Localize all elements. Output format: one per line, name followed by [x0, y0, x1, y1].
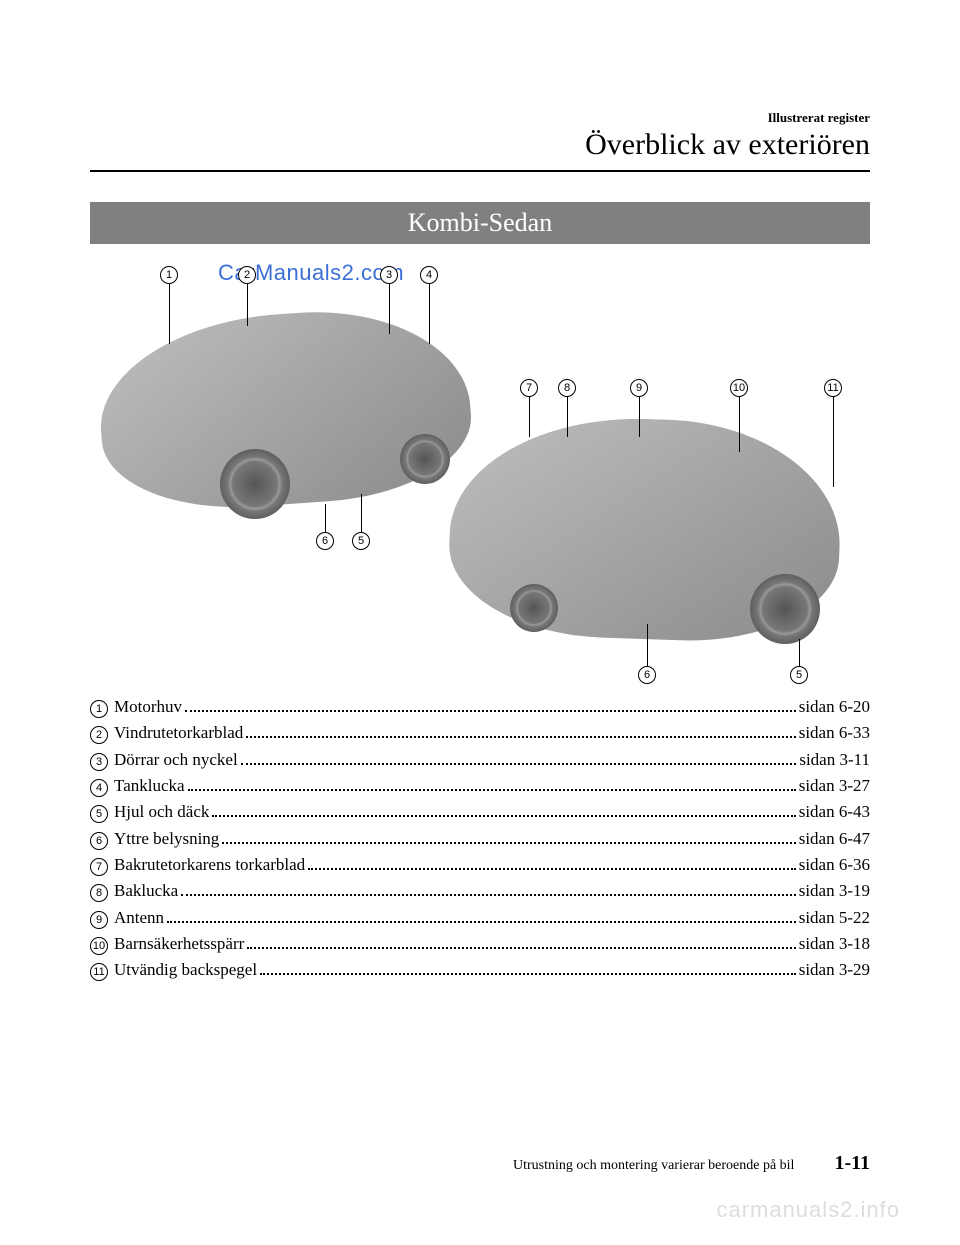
section-banner: Kombi-Sedan [90, 202, 870, 244]
site-watermark: carmanuals2.info [716, 1197, 900, 1223]
toc-dots [308, 868, 796, 870]
toc-item-page: sidan 6-36 [799, 852, 870, 878]
toc-item-label: Antenn [114, 905, 164, 931]
toc-item-page: sidan 3-18 [799, 931, 870, 957]
toc-item: 3 Dörrar och nyckel sidan 3-11 [90, 747, 870, 773]
toc-dots [246, 736, 795, 738]
toc-item: 2 Vindrutetorkarblad sidan 6-33 [90, 720, 870, 746]
leader-line [247, 284, 248, 326]
callout-4: 4 [420, 266, 438, 284]
leader-line [429, 284, 430, 344]
footer-note: Utrustning och montering varierar beroen… [513, 1158, 794, 1174]
toc-item-number: 8 [90, 884, 108, 902]
footer-pagenum: 1-11 [834, 1152, 870, 1175]
toc-item-number: 3 [90, 753, 108, 771]
leader-line [325, 504, 326, 532]
leader-line [799, 639, 800, 666]
page-title: Överblick av exteriören [90, 128, 870, 162]
toc-item-page: sidan 6-47 [799, 826, 870, 852]
toc-dots [241, 763, 797, 765]
toc-dots [212, 815, 795, 817]
leader-line [647, 624, 648, 666]
callout-11: 11 [824, 379, 842, 397]
leader-line [639, 397, 640, 437]
toc-item-label: Hjul och däck [114, 799, 209, 825]
toc-item-number: 5 [90, 805, 108, 823]
toc-item-page: sidan 3-19 [799, 878, 870, 904]
callout-5: 5 [352, 532, 370, 550]
callout-3: 3 [380, 266, 398, 284]
toc-dots [188, 789, 796, 791]
toc-item-page: sidan 3-27 [799, 773, 870, 799]
toc-item-page: sidan 3-29 [799, 957, 870, 983]
page-footer: Utrustning och montering varierar beroen… [90, 1152, 870, 1175]
toc-item-label: Yttre belysning [114, 826, 219, 852]
toc-dots [181, 894, 796, 896]
wheel-icon [750, 574, 820, 644]
toc-dots [260, 973, 796, 975]
toc-item-number: 10 [90, 937, 108, 955]
toc-item: 4 Tanklucka sidan 3-27 [90, 773, 870, 799]
toc-item-number: 6 [90, 832, 108, 850]
leader-line [739, 397, 740, 452]
toc-item-label: Dörrar och nyckel [114, 747, 238, 773]
callout-6: 6 [316, 532, 334, 550]
toc-item-number: 2 [90, 726, 108, 744]
toc-dots [222, 842, 795, 844]
toc-item-number: 11 [90, 963, 108, 981]
toc-item: 7 Bakrutetorkarens torkarblad sidan 6-36 [90, 852, 870, 878]
toc-item-page: sidan 6-20 [799, 694, 870, 720]
leader-line [833, 397, 834, 487]
toc-item-page: sidan 6-33 [799, 720, 870, 746]
toc-dots [167, 921, 796, 923]
toc-item-number: 4 [90, 779, 108, 797]
wheel-icon [220, 449, 290, 519]
callout-7: 7 [520, 379, 538, 397]
exterior-diagram: CarManuals2.com 1 2 3 4 7 8 9 10 11 6 5 [90, 254, 870, 684]
wheel-icon [510, 584, 558, 632]
leader-line [567, 397, 568, 437]
toc-item-number: 1 [90, 700, 108, 718]
toc-item-page: sidan 5-22 [799, 905, 870, 931]
leader-line [169, 284, 170, 344]
toc-item-label: Baklucka [114, 878, 178, 904]
wheel-icon [400, 434, 450, 484]
toc-dots [185, 710, 796, 712]
callout-9: 9 [630, 379, 648, 397]
toc-item: 6 Yttre belysning sidan 6-47 [90, 826, 870, 852]
toc-item: 11 Utvändig backspegel sidan 3-29 [90, 957, 870, 983]
leader-line [389, 284, 390, 334]
callout-6: 6 [638, 666, 656, 684]
callout-5: 5 [790, 666, 808, 684]
toc-item-label: Barnsäkerhetsspärr [114, 931, 244, 957]
toc-list: 1 Motorhuv sidan 6-20 2 Vindrutetorkarblad si… [90, 694, 870, 984]
header-rule [90, 170, 870, 172]
toc-item-label: Bakrutetorkarens torkarblad [114, 852, 305, 878]
toc-item-label: Motorhuv [114, 694, 182, 720]
leader-line [361, 494, 362, 532]
toc-item-number: 7 [90, 858, 108, 876]
toc-item: 5 Hjul och däck sidan 6-43 [90, 799, 870, 825]
callout-1: 1 [160, 266, 178, 284]
leader-line [529, 397, 530, 437]
toc-item-page: sidan 6-43 [799, 799, 870, 825]
toc-item: 8 Baklucka sidan 3-19 [90, 878, 870, 904]
toc-item-label: Tanklucka [114, 773, 185, 799]
toc-dots [247, 947, 795, 949]
toc-item: 9 Antenn sidan 5-22 [90, 905, 870, 931]
toc-item-label: Vindrutetorkarblad [114, 720, 243, 746]
toc-item: 1 Motorhuv sidan 6-20 [90, 694, 870, 720]
callout-2: 2 [238, 266, 256, 284]
toc-item: 10 Barnsäkerhetsspärr sidan 3-18 [90, 931, 870, 957]
toc-item-page: sidan 3-11 [799, 747, 870, 773]
toc-item-label: Utvändig backspegel [114, 957, 257, 983]
callout-10: 10 [730, 379, 748, 397]
callout-8: 8 [558, 379, 576, 397]
header-category: Illustrerat register [90, 110, 870, 126]
toc-item-number: 9 [90, 911, 108, 929]
